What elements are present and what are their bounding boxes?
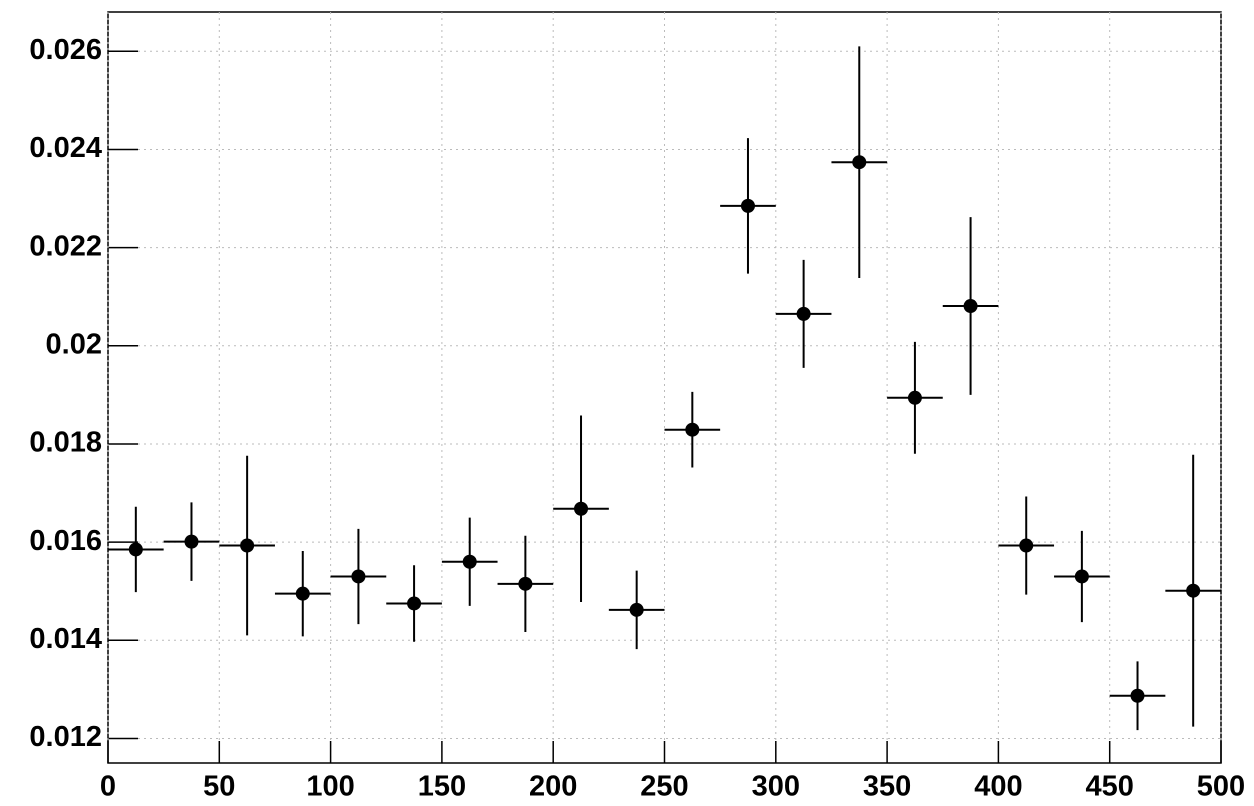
marker <box>629 602 644 617</box>
marker <box>295 586 310 601</box>
x-tick-label: 200 <box>529 771 577 803</box>
x-tick-label: 400 <box>974 771 1022 803</box>
marker <box>518 576 533 591</box>
y-tick-label: 0.024 <box>29 132 102 164</box>
x-tick-label: 250 <box>640 771 688 803</box>
marker <box>852 155 867 170</box>
plot-frame <box>107 11 1222 764</box>
x-tick-label: 0 <box>100 771 116 803</box>
x-tick-label: 100 <box>306 771 354 803</box>
y-tick-label: 0.018 <box>29 427 102 459</box>
marker <box>128 542 143 557</box>
marker <box>907 390 922 405</box>
marker <box>740 198 755 213</box>
y-tick-label: 0.012 <box>29 721 102 753</box>
marker <box>1019 538 1034 553</box>
x-tick-label: 450 <box>1086 771 1134 803</box>
marker <box>351 569 366 584</box>
x-tick-label: 50 <box>203 771 235 803</box>
x-tick-label: 350 <box>863 771 911 803</box>
y-tick-label: 0.016 <box>29 525 102 557</box>
y-tick-label: 0.022 <box>29 230 102 262</box>
marker <box>796 306 811 321</box>
marker <box>685 422 700 437</box>
marker <box>1186 583 1201 598</box>
marker <box>1074 569 1089 584</box>
marker <box>240 538 255 553</box>
y-tick-label: 0.026 <box>29 34 102 66</box>
marker <box>407 596 422 611</box>
y-tick-label: 0.02 <box>46 328 102 360</box>
marker <box>963 299 978 314</box>
marker <box>574 501 589 516</box>
y-tick-label: 0.014 <box>29 623 102 655</box>
marker <box>462 554 477 569</box>
marker <box>1130 688 1145 703</box>
marker <box>184 534 199 549</box>
x-tick-label: 500 <box>1197 771 1245 803</box>
x-tick-label: 300 <box>752 771 800 803</box>
x-tick-label: 150 <box>418 771 466 803</box>
